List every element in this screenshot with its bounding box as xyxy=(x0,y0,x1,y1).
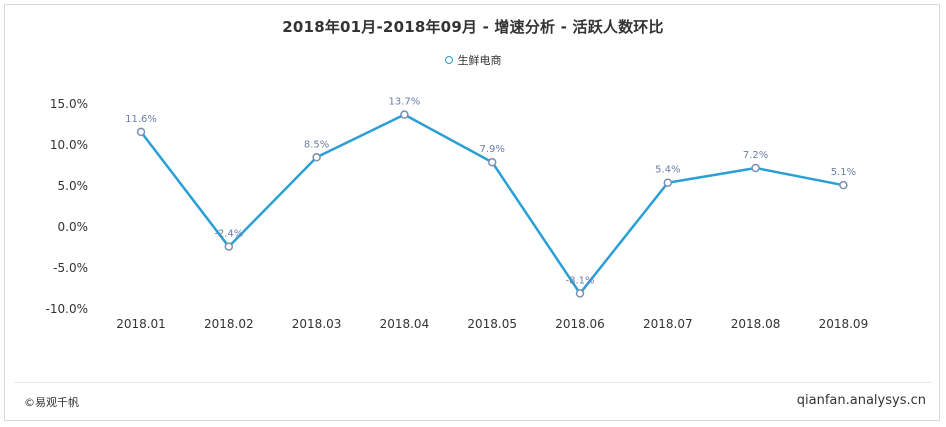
data-point[interactable] xyxy=(575,289,585,298)
x-axis: 2018.01 2018.02 2018.03 2018.04 2018.05 2018.… xyxy=(116,317,868,331)
data-point[interactable] xyxy=(487,157,497,167)
source-label: ©易观千帆 xyxy=(24,396,79,409)
chart-frame xyxy=(4,4,940,421)
x-tick-label: 2018.09 xyxy=(819,317,869,331)
data-labels-group: 11.6% -2.4% 8.5% 13.7% 7.9% -8.1% 5.4% 7.2% 5.1% xyxy=(125,97,856,287)
data-point[interactable] xyxy=(312,153,321,162)
legend-circle-icon xyxy=(444,56,453,64)
data-point[interactable] xyxy=(224,242,234,251)
y-tick-label: 5.0% xyxy=(58,179,89,193)
data-label: -8.1% xyxy=(565,275,594,286)
series-line xyxy=(140,113,844,295)
data-label: 11.6% xyxy=(125,114,157,125)
x-tick-label: 2018.04 xyxy=(380,317,430,331)
data-points-group xyxy=(136,110,848,298)
x-tick-label: 2018.08 xyxy=(731,317,781,331)
data-point[interactable] xyxy=(663,178,673,187)
data-label: 7.9% xyxy=(479,144,504,155)
series-line-group xyxy=(140,113,844,295)
chart-title: 2018年01月-2018年09月 - 增速分析 - 活跃人数环比 xyxy=(282,18,664,36)
data-label: 5.4% xyxy=(655,165,680,176)
x-tick-label: 2018.03 xyxy=(292,317,342,331)
data-point[interactable] xyxy=(839,180,848,190)
x-tick-label: 2018.01 xyxy=(116,317,166,331)
data-point[interactable] xyxy=(751,163,760,173)
x-tick-label: 2018.02 xyxy=(204,317,254,331)
data-label: 7.2% xyxy=(743,150,768,161)
y-tick-label: 10.0% xyxy=(50,138,88,152)
y-tick-label: -10.0% xyxy=(46,302,88,316)
x-tick-label: 2018.05 xyxy=(467,317,517,331)
legend-label: 生鲜电商 xyxy=(457,54,502,67)
data-label: -2.4% xyxy=(214,229,243,240)
x-tick-label: 2018.06 xyxy=(555,317,605,331)
y-axis: 15.0% 10.0% 5.0% 0.0% -5.0% -10.0% xyxy=(46,97,88,316)
x-tick-label: 2018.07 xyxy=(643,317,693,331)
site-link[interactable]: qianfan.analysys.cn xyxy=(796,393,926,408)
y-tick-label: 15.0% xyxy=(50,97,88,111)
data-label: 8.5% xyxy=(304,139,329,150)
data-label: 13.7% xyxy=(389,97,421,108)
data-point[interactable] xyxy=(400,110,409,119)
footer-divider xyxy=(14,382,932,383)
y-tick-label: 0.0% xyxy=(58,220,89,234)
y-tick-label: -5.0% xyxy=(53,261,88,275)
data-point[interactable] xyxy=(136,127,146,137)
legend[interactable]: 生鲜电商 xyxy=(0,52,946,68)
data-label: 5.1% xyxy=(831,167,856,178)
